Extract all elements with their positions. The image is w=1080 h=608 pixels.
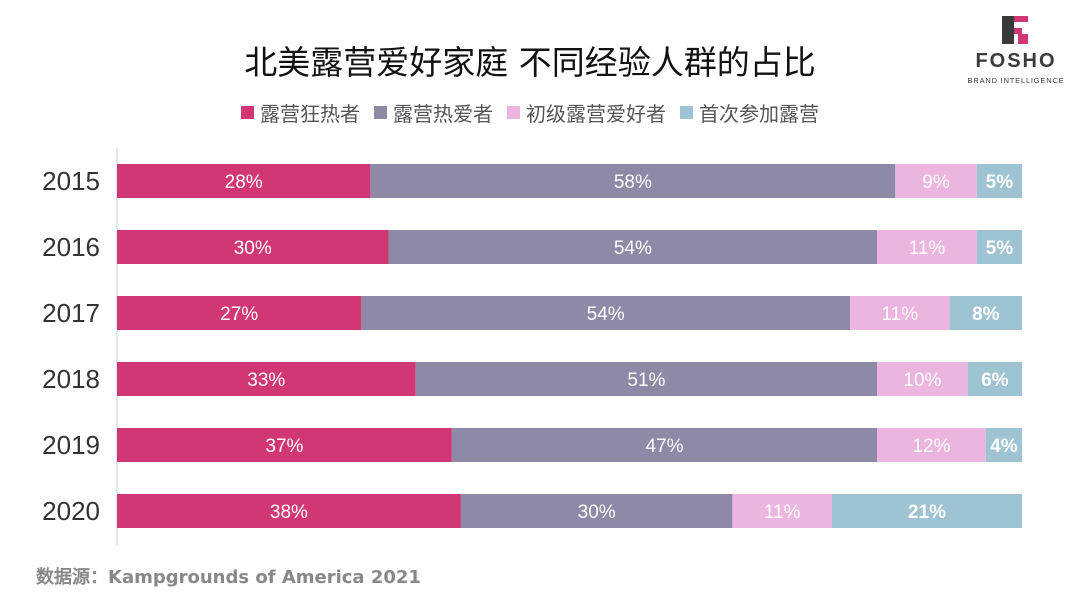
data-label: 47% <box>646 436 684 457</box>
bar-segment <box>976 230 1022 264</box>
bar-segment <box>985 428 1022 462</box>
data-label: 6% <box>981 370 1009 391</box>
y-tick-label: 2017 <box>42 298 100 328</box>
bar-segment <box>877 230 977 264</box>
legend-label: 首次参加露营 <box>699 102 819 126</box>
y-tick-label: 2016 <box>42 232 100 262</box>
data-label: 51% <box>627 370 665 391</box>
legend-label: 露营热爱者 <box>393 102 493 126</box>
fosho-logo: FOSHO BRAND INTELLIGENCE <box>968 16 1064 85</box>
bar-segment <box>361 296 851 330</box>
legend-swatch <box>241 106 254 119</box>
source-note: 数据源：Kampgrounds of America 2021 <box>36 567 421 588</box>
legend-swatch <box>374 106 387 119</box>
data-label: 58% <box>614 172 652 193</box>
data-label: 5% <box>986 172 1014 193</box>
data-label: 9% <box>922 172 950 193</box>
bar-segment <box>370 164 896 198</box>
legend-item: 初级露营爱好者 <box>507 98 666 127</box>
bar-segment <box>451 428 878 462</box>
data-label: 33% <box>247 370 285 391</box>
legend-label: 初级露营爱好者 <box>526 102 666 126</box>
data-label: 28% <box>225 172 263 193</box>
data-label: 4% <box>990 436 1018 457</box>
data-label: 37% <box>265 436 303 457</box>
bar-segment <box>850 296 950 330</box>
y-tick-label: 2015 <box>42 166 100 196</box>
bar-segment <box>117 230 389 264</box>
data-label: 8% <box>972 304 1000 325</box>
data-label: 54% <box>587 304 625 325</box>
bar-segment <box>460 494 733 528</box>
bar-segment <box>949 296 1022 330</box>
data-label: 54% <box>614 238 652 259</box>
y-tick-label: 2019 <box>42 430 100 460</box>
legend-item: 首次参加露营 <box>680 98 819 127</box>
bar-segment <box>831 494 1022 528</box>
bar-segment <box>877 428 986 462</box>
bar-segment <box>732 494 832 528</box>
data-label: 11% <box>882 304 919 325</box>
data-label: 38% <box>270 502 308 523</box>
legend: 露营狂热者 露营热爱者 初级露营爱好者 首次参加露营 <box>0 98 1060 127</box>
data-label: 12% <box>912 436 950 457</box>
legend-item: 露营狂热者 <box>241 98 360 127</box>
legend-item: 露营热爱者 <box>374 98 493 127</box>
legend-label: 露营狂热者 <box>260 102 360 126</box>
data-label: 30% <box>578 502 616 523</box>
bar-segment <box>117 428 452 462</box>
y-tick-label: 2020 <box>42 496 100 526</box>
data-label: 5% <box>986 238 1014 259</box>
data-label: 11% <box>764 502 801 523</box>
svg-text:FOSHO: FOSHO <box>975 50 1056 72</box>
bar-segment <box>976 164 1022 198</box>
data-label: 30% <box>234 238 272 259</box>
bar-segment <box>877 362 968 396</box>
svg-text:BRAND INTELLIGENCE: BRAND INTELLIGENCE <box>968 76 1064 85</box>
data-label: 21% <box>908 502 946 523</box>
bar-segment <box>967 362 1022 396</box>
data-label: 11% <box>909 238 946 259</box>
legend-swatch <box>680 106 693 119</box>
bar-segment <box>117 164 371 198</box>
chart-title: 北美露营爱好家庭 不同经验人群的占比 <box>244 43 816 82</box>
data-label: 10% <box>903 370 941 391</box>
legend-swatch <box>507 106 520 119</box>
bar-segment <box>415 362 878 396</box>
bar-segment <box>117 296 362 330</box>
bar-segment <box>895 164 977 198</box>
y-tick-label: 2018 <box>42 364 100 394</box>
bar-segment <box>117 362 416 396</box>
bar-segment <box>117 494 461 528</box>
bar-segment <box>388 230 878 264</box>
data-label: 27% <box>220 304 258 325</box>
